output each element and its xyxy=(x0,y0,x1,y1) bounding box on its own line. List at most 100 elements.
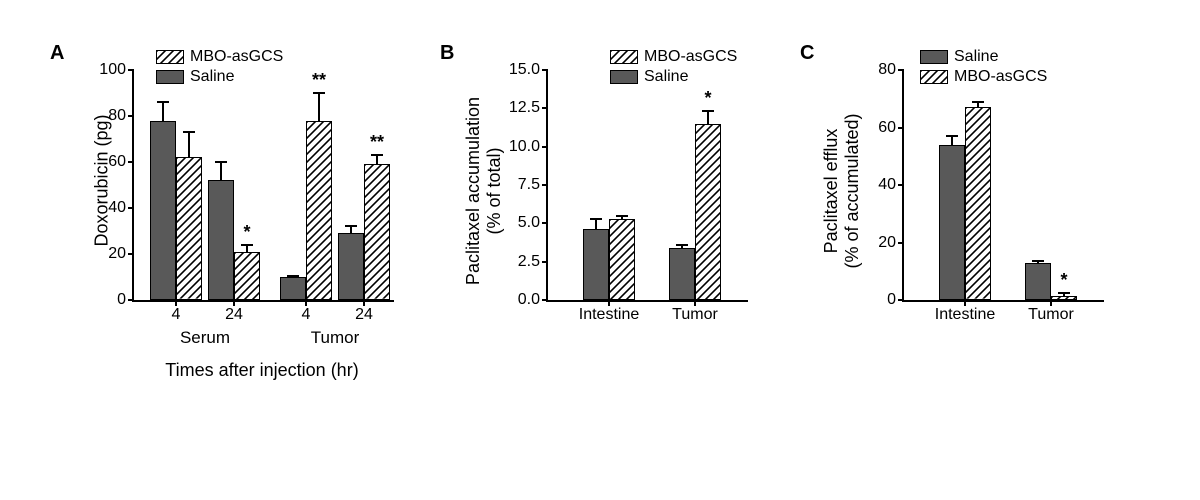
panel-b-ylabel-line2: (% of total) xyxy=(484,147,504,234)
panel-b-label: B xyxy=(440,42,454,65)
bar-mbo xyxy=(176,157,202,300)
bar-mbo xyxy=(234,252,260,300)
y-tick-label: 7.5 xyxy=(518,176,548,194)
legend-item-mbo: MBO-asGCS xyxy=(156,48,283,66)
legend-label: MBO-asGCS xyxy=(954,68,1047,86)
panel-c-plot: 020406080Intestine*Tumor xyxy=(902,70,1104,302)
legend-swatch-saline xyxy=(920,50,948,64)
panel-c-label: C xyxy=(800,42,814,65)
bar-saline xyxy=(208,180,234,300)
panel-c-ylabel: Paclitaxel efflux (% of accumulated) xyxy=(821,81,863,301)
y-tick-label: 0.0 xyxy=(518,291,548,309)
bar-mbo xyxy=(306,121,332,300)
panel-b-plot: 0.02.55.07.510.012.515.0Intestine*Tumor xyxy=(546,70,748,302)
error-bar xyxy=(951,136,953,145)
legend-swatch-mbo xyxy=(610,50,638,64)
panel-a: A 0204060801004*24Serum**4**24Tumor Doxo… xyxy=(60,50,400,390)
group-label: Tumor xyxy=(311,328,360,348)
error-bar xyxy=(246,245,248,252)
error-cap xyxy=(676,244,688,246)
bar-saline xyxy=(150,121,176,300)
y-tick-label: 40 xyxy=(878,176,904,194)
y-tick-label: 15.0 xyxy=(509,61,548,79)
x-tick-label: Intestine xyxy=(579,300,639,324)
error-cap xyxy=(371,154,383,156)
panel-c-ylabel-line2: (% of accumulated) xyxy=(842,113,862,268)
legend-swatch-mbo xyxy=(156,50,184,64)
error-cap xyxy=(241,244,253,246)
significance-marker: * xyxy=(704,88,711,109)
bar-mbo xyxy=(609,219,635,300)
legend-label: Saline xyxy=(644,68,688,86)
error-cap xyxy=(215,161,227,163)
bar-saline xyxy=(669,248,695,300)
legend-label: MBO-asGCS xyxy=(190,48,283,66)
error-bar xyxy=(220,162,222,180)
x-tick-label: 4 xyxy=(172,300,181,324)
bar-mbo xyxy=(695,124,721,300)
bar-mbo xyxy=(965,107,991,300)
bar-mbo xyxy=(364,164,390,300)
error-bar xyxy=(350,226,352,233)
panel-b: B 0.02.55.07.510.012.515.0Intestine*Tumo… xyxy=(450,50,760,390)
bar-saline xyxy=(939,145,965,300)
y-tick-label: 2.5 xyxy=(518,253,548,271)
panel-a-plot: 0204060801004*24Serum**4**24Tumor xyxy=(132,70,394,302)
legend-label: Saline xyxy=(954,48,998,66)
error-cap xyxy=(590,218,602,220)
panel-a-ylabel: Doxorubicin (pg) xyxy=(92,81,113,281)
y-tick-label: 60 xyxy=(878,119,904,137)
error-cap xyxy=(345,225,357,227)
y-tick-label: 10.0 xyxy=(509,138,548,156)
x-tick-label: Intestine xyxy=(935,300,995,324)
legend-item-saline: Saline xyxy=(610,68,737,86)
bar-saline xyxy=(583,229,609,300)
panel-c-ylabel-line1: Paclitaxel efflux xyxy=(821,129,841,254)
legend-item-saline: Saline xyxy=(920,48,1047,66)
error-cap xyxy=(287,275,299,277)
y-tick-label: 12.5 xyxy=(509,99,548,117)
x-tick-label: 24 xyxy=(225,300,243,324)
error-cap xyxy=(313,92,325,94)
x-tick-label: 4 xyxy=(302,300,311,324)
error-cap xyxy=(157,101,169,103)
bar-saline xyxy=(280,277,306,300)
y-tick-label: 20 xyxy=(878,234,904,252)
legend-item-saline: Saline xyxy=(156,68,283,86)
panel-c-legend: Saline MBO-asGCS xyxy=(920,48,1047,88)
x-tick-label: Tumor xyxy=(672,300,718,324)
panel-b-ylabel-line1: Paclitaxel accumulation xyxy=(463,97,483,285)
panel-a-xlabel: Times after injection (hr) xyxy=(132,360,392,381)
error-bar xyxy=(188,132,190,157)
panel-b-ylabel: Paclitaxel accumulation (% of total) xyxy=(463,81,505,301)
x-tick-label: 24 xyxy=(355,300,373,324)
x-tick-label: Tumor xyxy=(1028,300,1074,324)
error-cap xyxy=(616,215,628,217)
legend-swatch-saline xyxy=(610,70,638,84)
error-bar xyxy=(318,93,320,121)
legend-swatch-saline xyxy=(156,70,184,84)
bar-saline xyxy=(338,233,364,300)
legend-label: MBO-asGCS xyxy=(644,48,737,66)
panel-a-legend: MBO-asGCS Saline xyxy=(156,48,283,88)
error-cap xyxy=(946,135,958,137)
y-tick-label: 5.0 xyxy=(518,214,548,232)
error-bar xyxy=(376,155,378,164)
error-cap xyxy=(183,131,195,133)
error-cap xyxy=(972,101,984,103)
legend-item-mbo: MBO-asGCS xyxy=(610,48,737,66)
figure: A 0204060801004*24Serum**4**24Tumor Doxo… xyxy=(0,0,1200,500)
significance-marker: ** xyxy=(312,70,326,91)
significance-marker: * xyxy=(243,222,250,243)
group-label: Serum xyxy=(180,328,230,348)
y-tick-label: 100 xyxy=(99,61,134,79)
error-cap xyxy=(1058,292,1070,294)
legend-swatch-mbo xyxy=(920,70,948,84)
bar-saline xyxy=(1025,263,1051,300)
error-bar xyxy=(162,102,164,120)
y-tick-label: 0 xyxy=(117,291,134,309)
significance-marker: * xyxy=(1060,270,1067,291)
error-cap xyxy=(702,110,714,112)
panel-b-legend: MBO-asGCS Saline xyxy=(610,48,737,88)
y-tick-label: 80 xyxy=(878,61,904,79)
